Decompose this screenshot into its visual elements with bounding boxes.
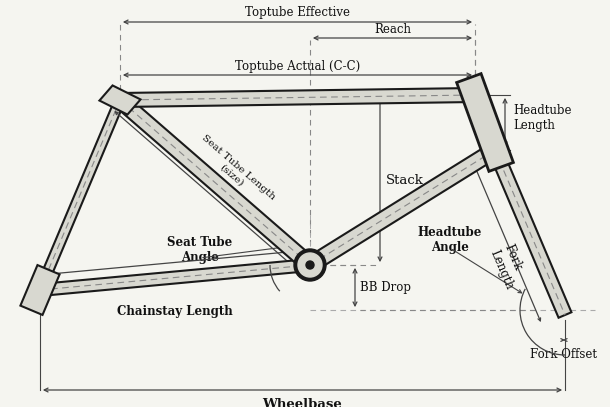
Polygon shape — [35, 98, 124, 292]
Text: Reach: Reach — [374, 23, 411, 36]
Text: BB Drop: BB Drop — [360, 281, 411, 294]
Polygon shape — [306, 143, 499, 272]
Text: Toptube Effective: Toptube Effective — [245, 6, 350, 19]
Text: Seat Tube Length
(size): Seat Tube Length (size) — [193, 133, 277, 209]
Text: Chainstay Length: Chainstay Length — [117, 306, 233, 319]
Polygon shape — [457, 74, 514, 171]
Text: Headtube
Length: Headtube Length — [513, 103, 572, 131]
Circle shape — [306, 261, 314, 269]
Polygon shape — [489, 147, 572, 318]
Circle shape — [298, 253, 322, 277]
Polygon shape — [120, 88, 475, 107]
Text: Toptube Actual (C-C): Toptube Actual (C-C) — [235, 60, 360, 73]
Polygon shape — [20, 265, 60, 315]
Polygon shape — [99, 85, 140, 114]
Polygon shape — [40, 259, 310, 296]
Text: Headtube
Angle: Headtube Angle — [418, 226, 482, 254]
Polygon shape — [115, 94, 315, 271]
Circle shape — [294, 249, 326, 281]
Text: Seat Tube
Angle: Seat Tube Angle — [167, 236, 232, 264]
Text: Stack: Stack — [386, 173, 424, 186]
Text: Fork Offset: Fork Offset — [531, 348, 597, 361]
Text: Fork
Length: Fork Length — [487, 242, 529, 291]
Text: Wheelbase: Wheelbase — [263, 398, 342, 407]
